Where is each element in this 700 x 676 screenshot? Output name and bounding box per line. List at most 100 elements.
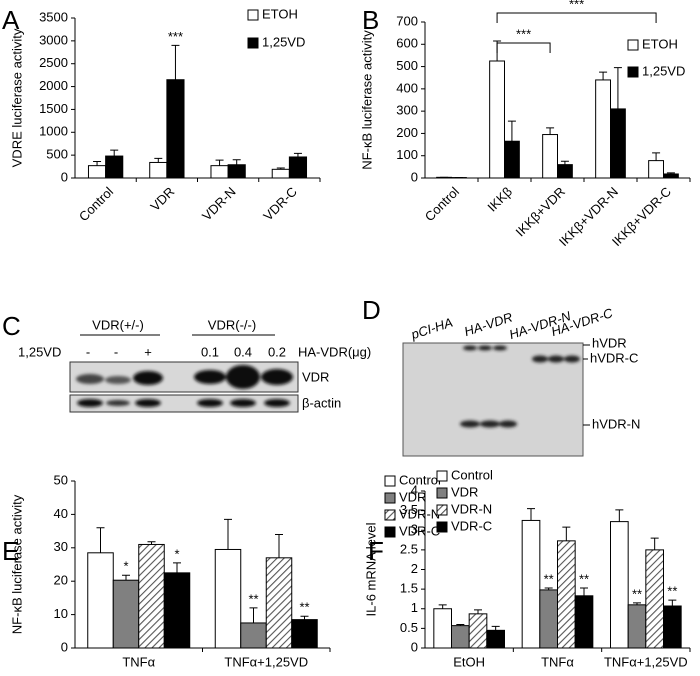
- bracket-label: ***: [516, 26, 531, 41]
- legend-label: VDR-C: [451, 518, 492, 533]
- error-bar: [562, 526, 571, 541]
- legend-swatch: [436, 487, 448, 499]
- annotation: **: [632, 586, 642, 601]
- legend-swatch: [384, 509, 396, 521]
- x-tick-label: TNFα: [122, 654, 155, 669]
- bar: [433, 608, 453, 649]
- group-label: VDR(-/-): [208, 317, 256, 332]
- bar: [166, 79, 185, 179]
- treatment-label: 1,25VD: [18, 344, 61, 359]
- y-tick-label: 1.5: [400, 581, 418, 596]
- bracket: [496, 42, 551, 53]
- error-bar: [613, 67, 622, 109]
- y-tick-label: 3.5: [400, 502, 418, 517]
- error-bar: [507, 120, 516, 142]
- bar: [240, 622, 267, 649]
- error-bar: [650, 537, 659, 550]
- y-tick-label: 3500: [39, 9, 68, 24]
- x-tick-label: VDR: [147, 184, 177, 214]
- error-bar: [456, 623, 465, 626]
- bar: [489, 60, 506, 179]
- y-tick-label: 600: [396, 36, 418, 51]
- bar: [663, 605, 682, 649]
- x-tick-label: VDR-N: [199, 184, 239, 224]
- error-bar: [96, 527, 105, 553]
- x-tick-label: TNFα: [541, 654, 574, 669]
- error-bar: [546, 127, 555, 135]
- bar: [265, 557, 293, 649]
- lane-label: -: [114, 344, 118, 359]
- error-bar: [276, 167, 285, 170]
- legend-swatch: [384, 475, 396, 487]
- x-tick-label: Control: [422, 184, 462, 224]
- error-bar: [147, 541, 156, 545]
- panel-letter: D: [362, 295, 381, 325]
- y-axis-label: NF-κB luciferase activity: [359, 30, 374, 170]
- error-bar: [173, 562, 181, 573]
- legend-label: VDR: [451, 484, 478, 499]
- y-tick-label: 0: [411, 639, 418, 654]
- error-bar: [110, 149, 119, 157]
- bar: [468, 613, 488, 649]
- blot-strip: [69, 394, 299, 413]
- error-bar: [666, 172, 675, 174]
- error-bar: [633, 602, 641, 605]
- bar: [521, 519, 541, 649]
- y-tick-label: 50: [54, 472, 68, 487]
- bar: [138, 543, 165, 649]
- y-tick-label: 500: [46, 147, 68, 162]
- bar: [645, 549, 664, 649]
- bands: [460, 345, 580, 428]
- bar: [595, 79, 611, 179]
- bar: [288, 156, 308, 179]
- y-tick-label: 2.5: [400, 541, 418, 556]
- error-bar: [224, 518, 232, 550]
- bar: [214, 548, 242, 649]
- annotation: *: [174, 546, 179, 561]
- legend-swatch: [384, 526, 396, 538]
- dose-label: HA-VDR(μg): [298, 344, 371, 359]
- y-tick-label: 10: [54, 606, 68, 621]
- bar: [227, 164, 246, 179]
- annotation: **: [544, 571, 554, 586]
- error-bar: [615, 509, 624, 522]
- band-label: hVDR: [592, 335, 627, 350]
- y-tick-label: 40: [54, 506, 68, 521]
- y-tick-label: 300: [396, 103, 418, 118]
- lane-label: 0.2: [268, 344, 286, 359]
- legend-label: 1,25VD: [642, 63, 685, 78]
- bar: [451, 625, 470, 649]
- y-tick-label: 0: [61, 169, 68, 184]
- legend-swatch: [384, 492, 396, 504]
- legend-label: VDR: [399, 489, 426, 504]
- bar: [163, 572, 191, 649]
- error-bar: [580, 587, 588, 596]
- error-bar: [668, 599, 677, 607]
- bar: [210, 165, 229, 179]
- legend-label: ETOH: [262, 6, 298, 21]
- annotation: ***: [168, 29, 183, 44]
- y-tick-label: 1000: [39, 124, 68, 139]
- y-tick-label: 1: [411, 600, 418, 615]
- legend-label: 1,25VD: [262, 34, 305, 49]
- x-tick-label: VDR-C: [260, 184, 300, 224]
- lane-label: +: [144, 344, 152, 359]
- annotation: **: [579, 571, 589, 586]
- group-label: VDR(+/-): [92, 317, 144, 332]
- y-axis-label: VDRE luciferase activity: [9, 28, 24, 167]
- band-label: hVDR-C: [590, 350, 638, 365]
- legend-swatch: [627, 66, 639, 78]
- blot-c: C VDR(+/-) VDR(-/-) 1,25VD - - + 0.1 0.4…: [2, 311, 371, 413]
- bar: [610, 521, 629, 649]
- lane-label: 0.4: [234, 344, 252, 359]
- legend-swatch: [247, 9, 259, 21]
- x-tick-label: EtOH: [453, 654, 485, 669]
- band-label: hVDR-N: [592, 416, 640, 431]
- legend-label: VDR-N: [399, 506, 440, 521]
- bar: [149, 161, 168, 179]
- y-tick-label: 0: [61, 639, 68, 654]
- y-tick-label: 3: [411, 522, 418, 537]
- bar: [87, 165, 107, 179]
- error-bar: [527, 508, 535, 521]
- panel-letter: C: [2, 311, 21, 341]
